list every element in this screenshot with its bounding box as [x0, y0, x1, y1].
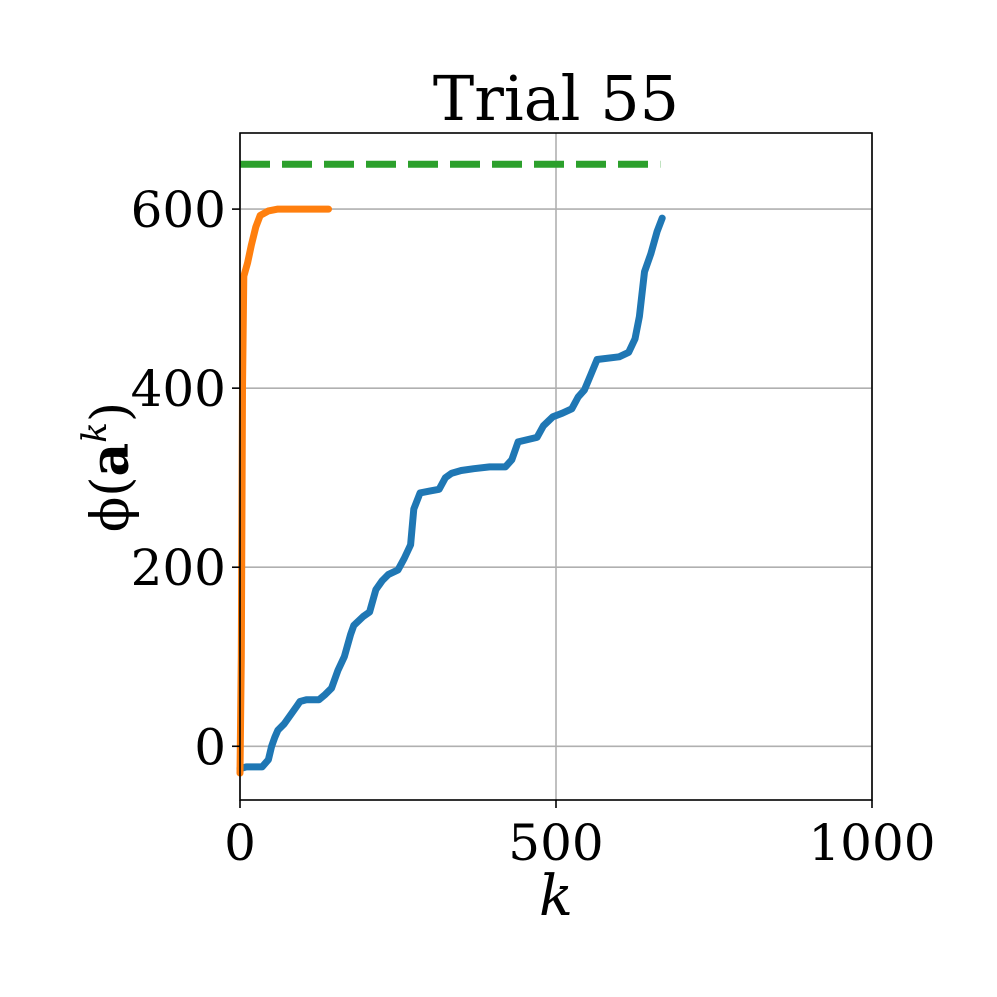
x-tick-label: 1000 — [808, 814, 935, 872]
chart-title: Trial 55 — [433, 62, 679, 135]
series-layer — [236, 160, 666, 777]
y-axis-label-prefix: ϕ( — [81, 476, 141, 532]
series-line-blue — [236, 214, 666, 773]
series-line-orange — [236, 205, 332, 777]
y-tick-label: 0 — [194, 718, 226, 776]
x-tick-label: 500 — [508, 814, 603, 872]
x-tick-label: 0 — [224, 814, 256, 872]
y-tick-label: 200 — [131, 539, 226, 597]
y-tick-label: 400 — [131, 360, 226, 418]
y-tick-label: 600 — [131, 181, 226, 239]
y-axis-label-suffix: ) — [81, 402, 141, 422]
y-axis-label-superscript: k — [75, 422, 115, 443]
y-axis-label: ϕ(ak) — [75, 402, 141, 532]
y-axis-label-bold: a — [80, 443, 141, 477]
tick-layer: 0 500 1000 0 200 400 600 — [131, 181, 936, 872]
x-axis-label: k — [539, 864, 573, 929]
